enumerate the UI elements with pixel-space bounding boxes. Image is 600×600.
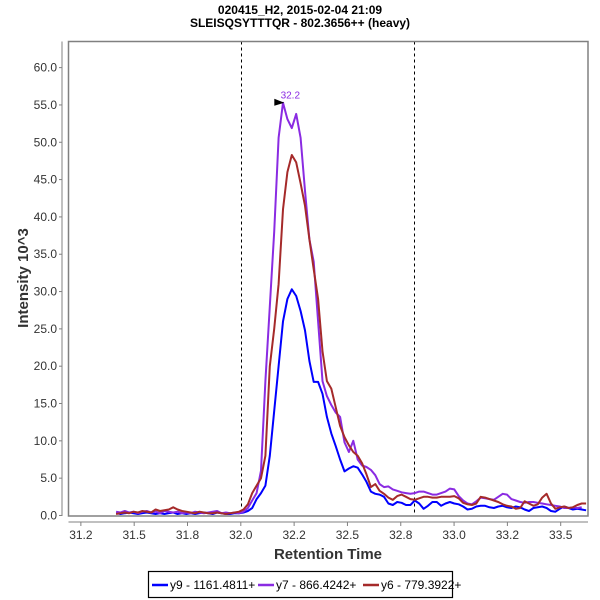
peak-arrow-icon — [274, 98, 285, 106]
y-tick-label: 10.0 — [34, 434, 58, 448]
x-tick-label: 31.2 — [69, 528, 93, 542]
x-tick-label: 32.5 — [336, 528, 360, 542]
x-tick-label: 31.8 — [176, 528, 200, 542]
x-axis-title: Retention Time — [274, 546, 382, 563]
x-tick-label: 33.0 — [442, 528, 466, 542]
y-tick-label: 50.0 — [34, 135, 58, 149]
x-tick-label: 32.0 — [229, 528, 253, 542]
y-tick-label: 55.0 — [34, 98, 58, 112]
y-tick-label: 0.0 — [40, 508, 57, 522]
legend-label: y6 - 779.3922+ — [381, 578, 461, 592]
legend-item: y7 - 866.4242+ — [258, 578, 356, 592]
y-axis-title: Intensity 10^3 — [15, 228, 32, 328]
y-tick-label: 15.0 — [34, 397, 58, 411]
y-tick-label: 5.0 — [40, 471, 57, 485]
x-tick-label: 32.8 — [389, 528, 413, 542]
y-tick-label: 40.0 — [34, 210, 58, 224]
x-tick-label: 33.5 — [549, 528, 573, 542]
x-tick-label: 32.2 — [282, 528, 306, 542]
y-tick-label: 25.0 — [34, 322, 58, 336]
legend-item: y9 - 1161.4811+ — [152, 578, 255, 592]
y-tick-label: 35.0 — [34, 247, 58, 261]
series-line-y7 — [115, 101, 582, 515]
x-tick-label: 33.2 — [496, 528, 520, 542]
x-tick-label: 31.5 — [123, 528, 147, 542]
plot-frame — [67, 40, 589, 517]
y-tick-label: 60.0 — [34, 61, 58, 75]
legend-label: y7 - 866.4242+ — [276, 578, 356, 592]
series-line-y9 — [115, 288, 587, 515]
legend-label: y9 - 1161.4811+ — [170, 578, 255, 592]
chart-title-line-1: 020415_H2, 2015-02-04 21:09 — [218, 3, 382, 17]
legend-box — [147, 570, 454, 599]
y-tick-label: 45.0 — [34, 173, 58, 187]
legend: y9 - 1161.4811+ y7 - 866.4242+ y6 - 779.39… — [147, 570, 461, 599]
y-tick-label: 30.0 — [34, 285, 58, 299]
legend-item: y6 - 779.3922+ — [363, 578, 461, 592]
peak-label: 32.2 — [281, 91, 301, 102]
chart-title-line-2: SLEISQSYTTTQR - 802.3656++ (heavy) — [190, 16, 410, 30]
y-tick-label: 20.0 — [34, 359, 58, 373]
series-line-y6 — [115, 154, 587, 515]
plot-marks: 0.0 5.0 10.0 15.0 20.0 25.0 30.0 35.0 40.0 45.0 50… — [34, 41, 588, 542]
